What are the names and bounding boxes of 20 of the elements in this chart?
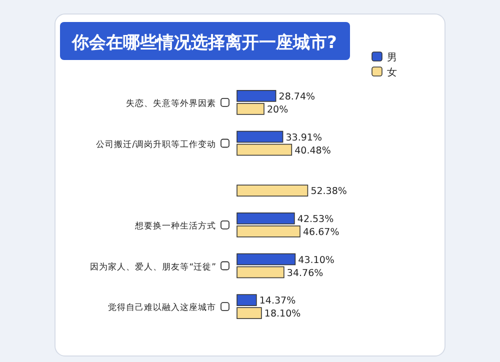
data-label: 33.91% [286,132,322,144]
y-tick-label: 想要换一种生活方式 [134,220,216,232]
data-label: 42.53% [297,214,334,225]
legend-label: 男 [387,52,397,64]
data-label: 43.10% [298,254,334,266]
chart-title: 你会在哪些情况选择离开一座城市? [71,33,337,53]
data-label: 52.38% [310,186,347,198]
y-tick-label: 公司搬迁/调岗升职等工作变动 [96,138,216,150]
legend-label: 女 [387,66,397,78]
data-label: 18.10% [264,308,301,320]
y-tick-label: 失恋、失意等外界因素 [126,98,216,109]
data-label: 14.37% [259,296,296,307]
data-label: 46.67% [303,226,340,238]
y-tick-label: 因为家人、爱人、朋友等“迁徙” [90,261,216,272]
data-label: 28.74% [278,91,316,102]
y-tick-label: 觉得自己难以融入这座城市 [108,302,216,314]
bar [236,184,308,196]
data-label: 20% [267,104,288,116]
data-label: 40.48% [294,145,331,156]
data-label: 34.76% [286,268,324,279]
